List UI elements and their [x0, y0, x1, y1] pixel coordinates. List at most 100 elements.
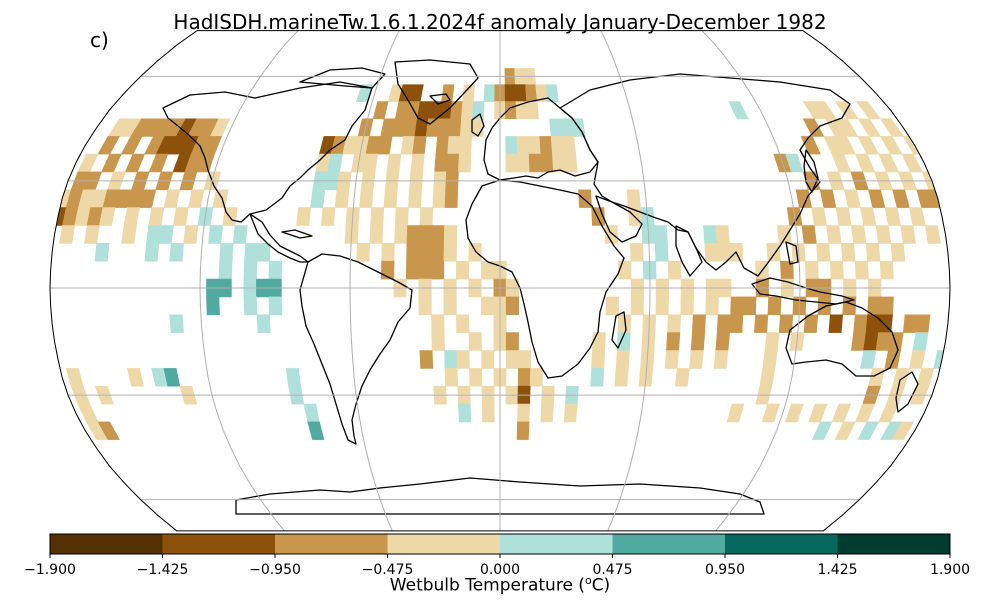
anomaly-cell	[481, 403, 495, 423]
colorbar-tick-label: 0.475	[592, 562, 632, 578]
anomaly-cell	[891, 421, 915, 440]
anomaly-cell	[206, 296, 220, 316]
anomaly-cell	[674, 368, 690, 387]
globe-outline	[49, 30, 951, 532]
coastline-cuba	[281, 229, 313, 239]
anomaly-cell	[834, 421, 856, 440]
anomaly-cells	[50, 68, 950, 440]
colorbar-bin	[725, 534, 838, 554]
colorbar-bin	[387, 534, 500, 554]
anomaly-cell	[811, 421, 833, 440]
colorbar-tick-label: 1.425	[817, 562, 857, 578]
map-title: HadISDH.marineTw.1.6.1.2024f anomaly Jan…	[173, 10, 827, 34]
colorbar-tick-label: −1.425	[137, 562, 189, 578]
coastline-philippines	[785, 241, 799, 265]
anomaly-cell	[614, 368, 629, 387]
anomaly-cell	[713, 350, 729, 369]
coastline-arctic-islands	[299, 67, 386, 89]
anomaly-cell	[121, 225, 137, 244]
coastline-india	[675, 225, 703, 277]
meridian-line	[349, 30, 408, 531]
coastline-japan	[803, 149, 819, 193]
anomaly-cell	[726, 403, 745, 423]
anomaly-cell	[785, 403, 804, 423]
coastline-europe	[483, 97, 599, 181]
colorbar-label-prefix: Wetbulb Temperature (	[389, 575, 585, 596]
anomaly-cell	[545, 84, 559, 102]
anomaly-cell	[97, 421, 120, 440]
panel-letter: c)	[90, 28, 109, 52]
coastline-north-america	[162, 81, 373, 223]
anomaly-cell	[900, 225, 917, 244]
anomaly-cell	[689, 350, 704, 369]
anomaly-cell	[307, 421, 325, 440]
coastline-iceland	[429, 93, 451, 105]
colorbar-tick-label: −0.475	[362, 562, 414, 578]
anomaly-cell	[828, 314, 844, 333]
colorbar-label-suffix: C)	[591, 575, 611, 596]
anomaly-cell	[126, 368, 144, 387]
meridian-line	[686, 30, 801, 531]
colorbar-label-sup: o	[584, 574, 592, 587]
meridian-line	[199, 30, 314, 531]
coastline-australia	[785, 301, 899, 377]
anomaly-cell	[458, 403, 472, 423]
anomaly-cell	[803, 314, 819, 333]
colorbar-tick-label: −1.900	[24, 562, 76, 578]
colorbar-bin	[612, 534, 725, 554]
colorbar-tick-label: 0.000	[480, 562, 520, 578]
colorbar-tick-label: 0.950	[705, 562, 745, 578]
anomaly-cell	[563, 153, 578, 173]
colorbar-tick-label: 1.900	[930, 562, 970, 578]
anomaly-cell	[183, 225, 199, 244]
coastline-asia	[559, 73, 851, 277]
meridian-line	[592, 30, 651, 531]
colorbar-bin	[837, 534, 950, 554]
coastline-africa	[465, 179, 625, 379]
anomaly-cell	[458, 153, 472, 173]
coastline-new-zealand	[895, 371, 919, 413]
anomaly-cell	[169, 243, 184, 262]
colorbar-bin	[162, 534, 275, 554]
anomaly-cell	[516, 421, 530, 440]
coastline-south-america	[299, 253, 413, 445]
colorbar-bin	[50, 534, 163, 554]
coastline-madagascar	[611, 311, 627, 349]
coastline-greenland	[394, 59, 479, 125]
anomaly-cell	[169, 314, 184, 333]
anomaly-cell	[99, 207, 116, 226]
world-map	[49, 30, 951, 532]
anomaly-cell	[419, 350, 434, 369]
colorbar-bin	[500, 534, 613, 554]
anomaly-cell	[256, 314, 271, 333]
anomaly-cell	[879, 260, 894, 280]
anomaly-cell	[94, 243, 110, 262]
anomaly-cell	[729, 314, 744, 333]
anomaly-cell	[890, 243, 906, 262]
colorbar-bin	[275, 534, 388, 554]
anomaly-cell	[296, 207, 311, 226]
anomaly-cell	[857, 421, 880, 440]
colorbar-tick-label: −0.950	[249, 562, 301, 578]
anomaly-cell	[320, 207, 336, 226]
anomaly-cell	[728, 101, 749, 120]
coastline-antarctica	[235, 477, 765, 515]
anomaly-cell	[268, 296, 283, 316]
anomaly-cell	[526, 101, 539, 120]
anomaly-cell	[604, 225, 619, 244]
coastline-british-isles	[471, 113, 485, 137]
anomaly-cell	[924, 225, 941, 244]
colorbar-label: Wetbulb Temperature (oC)	[0, 574, 1000, 596]
coastlines	[162, 59, 919, 515]
anomaly-cell	[590, 368, 605, 387]
coastline-indonesia	[751, 277, 855, 305]
anomaly-cell	[356, 243, 371, 262]
anomaly-cell	[59, 225, 76, 244]
anomaly-cell	[444, 189, 459, 208]
anomaly-cell	[144, 243, 160, 262]
anomaly-cell	[505, 296, 520, 316]
anomaly-cell	[761, 403, 780, 423]
coastline-arabia	[595, 195, 643, 243]
anomaly-cell	[563, 403, 578, 423]
